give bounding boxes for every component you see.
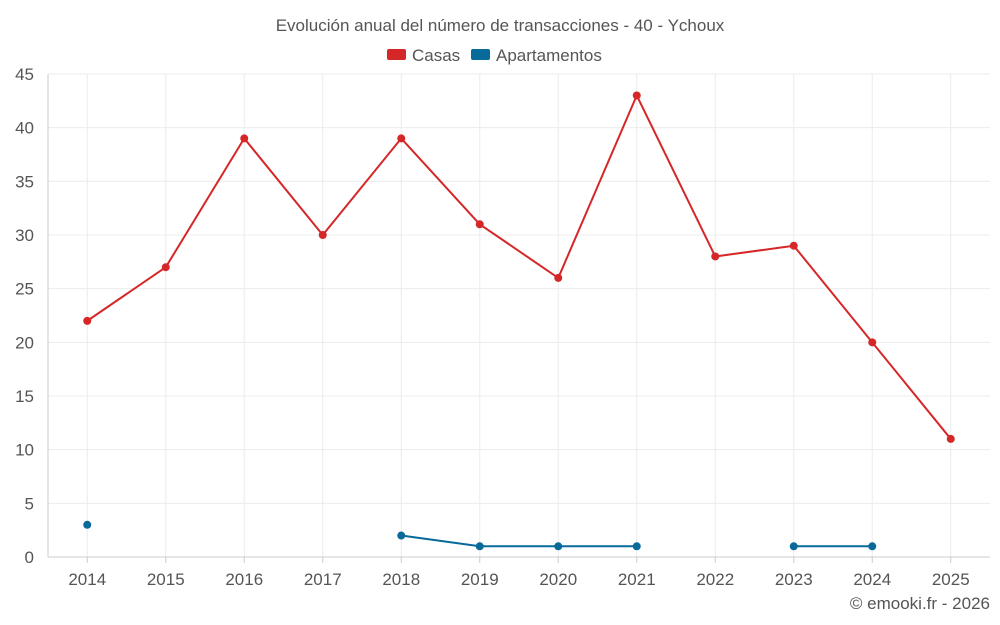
x-tick-label: 2019 bbox=[461, 570, 499, 589]
data-point-apartamentos[interactable] bbox=[475, 542, 484, 551]
y-tick-label: 30 bbox=[15, 226, 34, 245]
series bbox=[83, 91, 955, 551]
y-tick-label: 40 bbox=[15, 119, 34, 138]
y-tick-label: 15 bbox=[15, 387, 34, 406]
grid bbox=[48, 73, 990, 557]
x-tick-label: 2020 bbox=[539, 570, 577, 589]
data-point-apartamentos[interactable] bbox=[83, 520, 92, 529]
x-tick-label: 2018 bbox=[382, 570, 420, 589]
data-point-apartamentos[interactable] bbox=[868, 542, 877, 551]
x-tick-label: 2025 bbox=[932, 570, 970, 589]
data-point-casas[interactable] bbox=[318, 231, 327, 239]
data-point-casas[interactable] bbox=[554, 273, 563, 282]
x-tick-label: 2021 bbox=[618, 570, 656, 589]
x-tick-label: 2024 bbox=[853, 570, 891, 589]
chart-title: Evolución anual del número de transaccio… bbox=[276, 16, 725, 35]
y-tick-label: 20 bbox=[15, 333, 34, 352]
x-tick-label: 2014 bbox=[68, 570, 106, 589]
data-point-casas[interactable] bbox=[475, 220, 484, 229]
data-point-casas[interactable] bbox=[83, 316, 92, 325]
data-point-casas[interactable] bbox=[397, 134, 406, 143]
y-tick-label: 5 bbox=[25, 494, 34, 513]
data-point-casas[interactable] bbox=[946, 434, 955, 443]
data-point-apartamentos[interactable] bbox=[789, 542, 798, 551]
series-line-apartamentos bbox=[401, 534, 637, 548]
legend[interactable]: Casas Apartamentos bbox=[387, 46, 602, 65]
y-tick-label: 25 bbox=[15, 280, 34, 299]
x-tick-label: 2016 bbox=[225, 570, 263, 589]
y-tick-label: 35 bbox=[15, 172, 34, 191]
data-point-apartamentos[interactable] bbox=[632, 542, 641, 551]
legend-label-casas[interactable]: Casas bbox=[412, 46, 460, 65]
y-tick-label: 45 bbox=[15, 65, 34, 84]
y-tick-label: 0 bbox=[25, 548, 34, 567]
data-point-casas[interactable] bbox=[868, 338, 877, 347]
x-tick-label: 2022 bbox=[696, 570, 734, 589]
legend-swatch-apartamentos bbox=[471, 49, 490, 60]
data-point-casas[interactable] bbox=[789, 241, 798, 250]
data-point-casas[interactable] bbox=[161, 263, 170, 272]
x-tick-label: 2017 bbox=[304, 570, 342, 589]
data-point-casas[interactable] bbox=[632, 91, 641, 100]
legend-swatch-casas bbox=[387, 49, 406, 60]
data-point-apartamentos[interactable] bbox=[397, 531, 406, 540]
copyright-credit: © emooki.fr - 2026 bbox=[850, 594, 990, 613]
x-tick-label: 2023 bbox=[775, 570, 813, 589]
y-tick-label: 10 bbox=[15, 441, 34, 460]
data-point-apartamentos[interactable] bbox=[554, 542, 563, 551]
x-tick-label: 2015 bbox=[147, 570, 185, 589]
series-line-casas bbox=[86, 94, 952, 440]
data-point-casas[interactable] bbox=[711, 252, 720, 261]
data-point-casas[interactable] bbox=[240, 134, 249, 143]
legend-label-apartamentos[interactable]: Apartamentos bbox=[496, 46, 602, 65]
